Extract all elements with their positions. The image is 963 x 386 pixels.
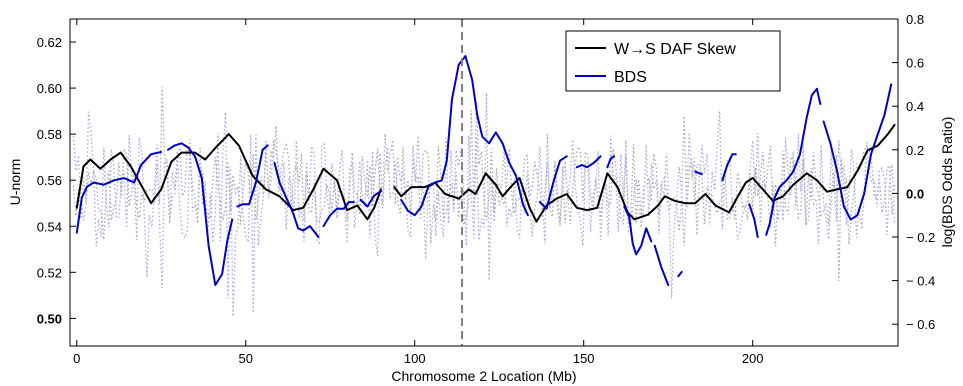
x-axis-ticks: 0 50 100 150 200 [73,19,764,366]
bds-line-segment [575,155,602,169]
background-dotted-series [72,86,896,317]
y-tick-label: 0.52 [37,265,62,280]
series-layer [75,55,896,286]
legend: W→S DAF Skew BDS [565,30,781,92]
x-tick-label: 150 [573,351,595,366]
y2-axis-ticks: − 0.6 − 0.4 − 0.2 0.0 0.2 0.4 0.6 0.8 [892,12,935,332]
x-tick-label: 50 [239,351,253,366]
daf-skew-line-segment [393,123,896,223]
legend-label-bds: BDS [614,69,647,86]
bds-line-segment [236,144,269,208]
bds-line-segment [75,151,163,234]
bds-line-segment [822,83,893,221]
y-tick-label: 0.58 [37,127,62,142]
y2-axis-label: log(BDS Odds Ratio) [939,117,955,248]
x-tick-label: 200 [742,351,764,366]
y2-tick-label: 0.4 [906,99,924,114]
bds-line-segment [653,244,670,286]
y-tick-label: 0.56 [37,173,62,188]
y2-tick-label: 0.8 [906,12,924,27]
bds-line-segment [721,153,737,182]
y2-tick-label: 0.2 [906,143,924,158]
legend-label-daf: W→S DAF Skew [614,41,736,58]
bds-line-segment [400,55,529,217]
y-tick-label: 0.50 [37,311,62,326]
x-tick-label: 100 [404,351,426,366]
y2-tick-label: − 0.6 [906,317,935,332]
y-tick-label: 0.62 [37,35,62,50]
bds-line-segment [694,170,703,175]
plot-border [69,18,899,347]
bds-line-segment [606,155,616,169]
bds-line-segment [359,190,382,208]
y-axis-ticks: 0.50 0.52 0.54 0.56 0.58 0.60 0.62 [37,35,76,326]
y2-tick-label: 0.6 [906,56,924,71]
bds-line-segment [765,87,822,236]
x-axis-label: Chromosome 2 Location (Mb) [391,368,576,384]
y-axis-label: U-norm [7,159,23,206]
bds-line-segment [748,203,759,238]
dotted-series-1 [72,92,896,317]
x-tick-label: 0 [73,351,80,366]
bds-line-segment [167,142,234,286]
bds-line-segment [623,205,653,256]
legend-box [565,30,781,92]
bds-line-segment [322,201,355,228]
y-tick-label: 0.54 [37,219,62,234]
y-tick-label: 0.60 [37,81,62,96]
y2-tick-label: − 0.4 [906,274,935,289]
daf-skew-line-segment [75,133,382,221]
bds-line-segment [677,270,683,278]
y2-tick-label: 0.0 [906,186,924,201]
bds-line-segment [538,155,568,210]
y2-tick-label: − 0.2 [906,230,935,245]
bds-line-segment [273,161,320,238]
